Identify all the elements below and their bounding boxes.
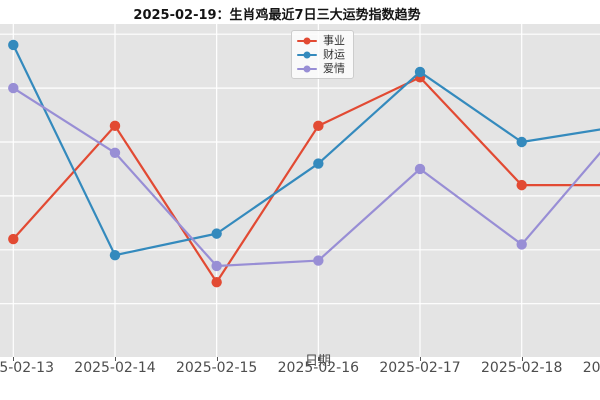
legend-marker-dot	[303, 65, 311, 72]
series-dot-wealth-3	[313, 158, 324, 169]
legend-marker-dot	[303, 51, 311, 58]
series-dot-career-3	[313, 120, 324, 132]
x-axis-tick-label: 2025-02-16	[277, 360, 360, 376]
series-dot-love-4	[414, 163, 426, 175]
x-axis-tick-label: 2025-02-14	[74, 360, 156, 376]
series-dot-career-5	[516, 179, 527, 191]
x-axis-tick-label: 2025-02-19	[582, 360, 600, 376]
chart-title: 2025-02-19：生肖鸡最近7日三大运势指数趋势	[133, 8, 421, 23]
series-dot-wealth-0	[8, 39, 19, 51]
series-dot-wealth-4	[414, 66, 426, 78]
series-line-love	[12, 86, 600, 268]
legend-item: 爱情	[297, 62, 345, 75]
series-dot-love-2	[211, 260, 222, 272]
x-axis-tick	[318, 357, 320, 361]
x-axis-tick	[13, 357, 15, 361]
series-dot-career-2	[211, 276, 222, 288]
series-line-career	[12, 76, 600, 284]
x-axis-tick-label: 2025-02-18	[481, 360, 563, 376]
series-dot-love-5	[516, 239, 527, 250]
legend-item: 财运	[297, 48, 345, 61]
legend-item: 事业	[297, 34, 345, 47]
legend-item-label: 事业	[323, 34, 345, 47]
legend: 事业 财运 爱情	[291, 30, 354, 79]
legend-item-label: 财运	[323, 48, 345, 61]
series-dot-career-0	[8, 233, 19, 245]
legend-marker-dot	[303, 37, 311, 44]
legend-marker-icon	[297, 36, 317, 46]
series-dot-wealth-2	[211, 228, 222, 239]
series-dot-love-0	[8, 82, 19, 94]
x-axis-tick	[114, 357, 117, 361]
x-axis-tick-label: 2025-02-13	[0, 360, 54, 376]
x-axis-tick	[216, 357, 218, 361]
chart-canvas	[0, 24, 600, 357]
series-dot-wealth-1	[109, 249, 121, 261]
legend-item-label: 爱情	[323, 62, 345, 75]
series-dot-love-3	[313, 255, 324, 266]
plot-area: 事业 财运 爱情	[0, 24, 600, 357]
x-axis-tick	[420, 357, 422, 361]
x-axis: 2025-02-13 2025-02-14 2025-02-15 2025-02-16…	[0, 357, 600, 400]
x-axis-label: 日期	[304, 354, 332, 369]
series-dot-wealth-5	[516, 136, 527, 148]
x-axis-tick-label: 2025-02-17	[379, 360, 461, 376]
x-axis-tick-label: 2025-02-15	[175, 360, 258, 376]
legend-marker-icon	[297, 50, 317, 60]
x-axis-tick	[521, 357, 523, 361]
legend-marker-icon	[297, 64, 317, 74]
series-dot-love-1	[109, 147, 121, 158]
series-dot-career-1	[109, 120, 121, 132]
